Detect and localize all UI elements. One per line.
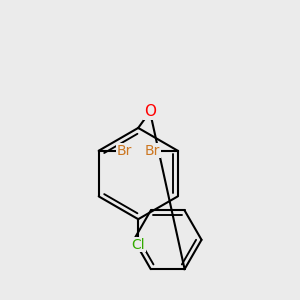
Text: Cl: Cl: [131, 238, 145, 252]
Text: O: O: [144, 104, 156, 119]
Text: Br: Br: [145, 144, 160, 158]
Text: Br: Br: [116, 144, 132, 158]
